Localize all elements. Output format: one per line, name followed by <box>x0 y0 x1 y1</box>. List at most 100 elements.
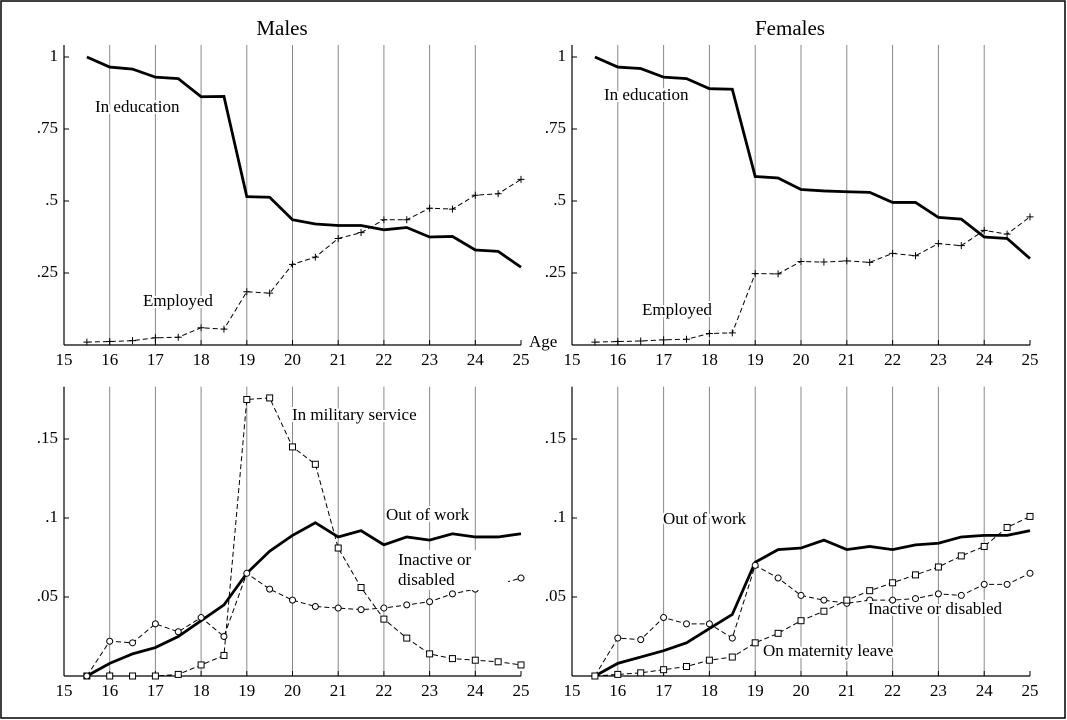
marker-plus <box>334 234 342 242</box>
x-tick-label: 21 <box>838 350 855 369</box>
marker-circle <box>1003 580 1011 588</box>
marker-circle <box>705 620 713 628</box>
y-tick-label: .15 <box>37 428 58 447</box>
marker-square <box>728 653 736 661</box>
x-tick-label: 25 <box>513 681 530 700</box>
x-tick-label: 19 <box>238 681 255 700</box>
x-tick-label: 18 <box>701 681 718 700</box>
x-tick-label: 17 <box>147 350 165 369</box>
marker-square <box>843 596 851 604</box>
y-tick-label: .25 <box>37 262 58 281</box>
marker-circle <box>797 591 805 599</box>
marker-plus <box>357 229 365 237</box>
y-tick-label: .1 <box>45 507 58 526</box>
marker-plus <box>683 335 690 343</box>
series-line <box>86 521 522 678</box>
x-tick-label: 15 <box>564 350 581 369</box>
marker-circle <box>1026 569 1034 577</box>
x-tick-label: 24 <box>976 681 994 700</box>
marker-plus <box>797 257 805 265</box>
marker-circle <box>517 574 525 582</box>
marker-square <box>174 670 182 678</box>
marker-plus <box>843 257 851 265</box>
x-tick-label: 17 <box>147 681 165 700</box>
marker-circle <box>289 596 296 604</box>
x-tick-label: 20 <box>284 350 301 369</box>
series-label: Employed <box>642 300 712 319</box>
panel-title: Females <box>755 16 825 40</box>
marker-plus <box>980 226 988 234</box>
marker-plus <box>1003 230 1011 238</box>
marker-plus <box>660 336 668 344</box>
y-tick-label: .25 <box>545 262 566 281</box>
marker-square <box>494 658 502 666</box>
x-tick-label: 22 <box>884 350 901 369</box>
marker-square <box>660 666 668 674</box>
marker-circle <box>174 628 182 636</box>
marker-circle <box>426 598 434 606</box>
marker-square <box>197 661 205 669</box>
series-line <box>594 55 1031 260</box>
marker-square <box>797 617 805 625</box>
x-tick-label: 16 <box>609 350 626 369</box>
x-tick-label: 23 <box>421 681 438 700</box>
x-tick-label: 19 <box>747 350 764 369</box>
marker-circle <box>637 636 645 644</box>
x-tick-label: 23 <box>930 350 947 369</box>
marker-circle <box>334 604 342 612</box>
x-tick-label: 17 <box>655 350 673 369</box>
y-tick-label: .05 <box>545 586 566 605</box>
marker-square <box>243 396 251 403</box>
marker-circle <box>614 634 622 642</box>
x-tick-label: 21 <box>838 681 855 700</box>
series-label: Out of work <box>386 505 470 524</box>
x-tick-label: 20 <box>793 681 810 700</box>
x-tick-label: 21 <box>330 681 347 700</box>
marker-plus <box>220 325 228 333</box>
marker-square <box>266 394 274 402</box>
marker-square <box>957 552 965 560</box>
x-axis-label: Age <box>529 332 557 351</box>
series-line <box>86 55 522 269</box>
y-tick-label: .5 <box>553 190 566 209</box>
marker-square <box>934 563 942 571</box>
marker-plus <box>83 338 91 346</box>
x-tick-label: 25 <box>1022 350 1039 369</box>
marker-circle <box>151 620 159 628</box>
marker-square <box>220 651 228 659</box>
marker-plus <box>934 240 942 248</box>
x-tick-label: 16 <box>101 681 118 700</box>
marker-square <box>289 443 296 451</box>
x-tick-label: 23 <box>421 350 438 369</box>
marker-circle <box>83 672 91 680</box>
marker-plus <box>243 288 251 296</box>
marker-square <box>866 587 874 595</box>
marker-square <box>1003 523 1011 531</box>
marker-square <box>471 656 479 664</box>
x-tick-label: 18 <box>701 350 718 369</box>
marker-plus <box>448 205 456 213</box>
x-tick-label: 23 <box>930 681 947 700</box>
x-tick-label: 19 <box>238 350 255 369</box>
x-tick-label: 24 <box>467 350 485 369</box>
marker-square <box>334 544 342 552</box>
series-label: In education <box>604 85 689 104</box>
x-tick-label: 20 <box>284 681 301 700</box>
marker-circle <box>220 633 228 640</box>
marker-plus <box>129 337 137 345</box>
marker-plus <box>174 333 182 341</box>
series-line <box>594 529 1031 678</box>
marker-circle <box>934 590 942 598</box>
x-tick-label: 18 <box>193 350 210 369</box>
x-tick-label: 16 <box>609 681 626 700</box>
x-tick-label: 24 <box>467 681 485 700</box>
marker-plus <box>311 253 319 261</box>
marker-square <box>591 672 599 680</box>
marker-square <box>705 656 713 664</box>
marker-plus <box>426 204 434 212</box>
marker-circle <box>683 620 690 628</box>
marker-circle <box>957 591 965 599</box>
y-tick-label: .05 <box>37 586 58 605</box>
marker-plus <box>637 337 645 345</box>
